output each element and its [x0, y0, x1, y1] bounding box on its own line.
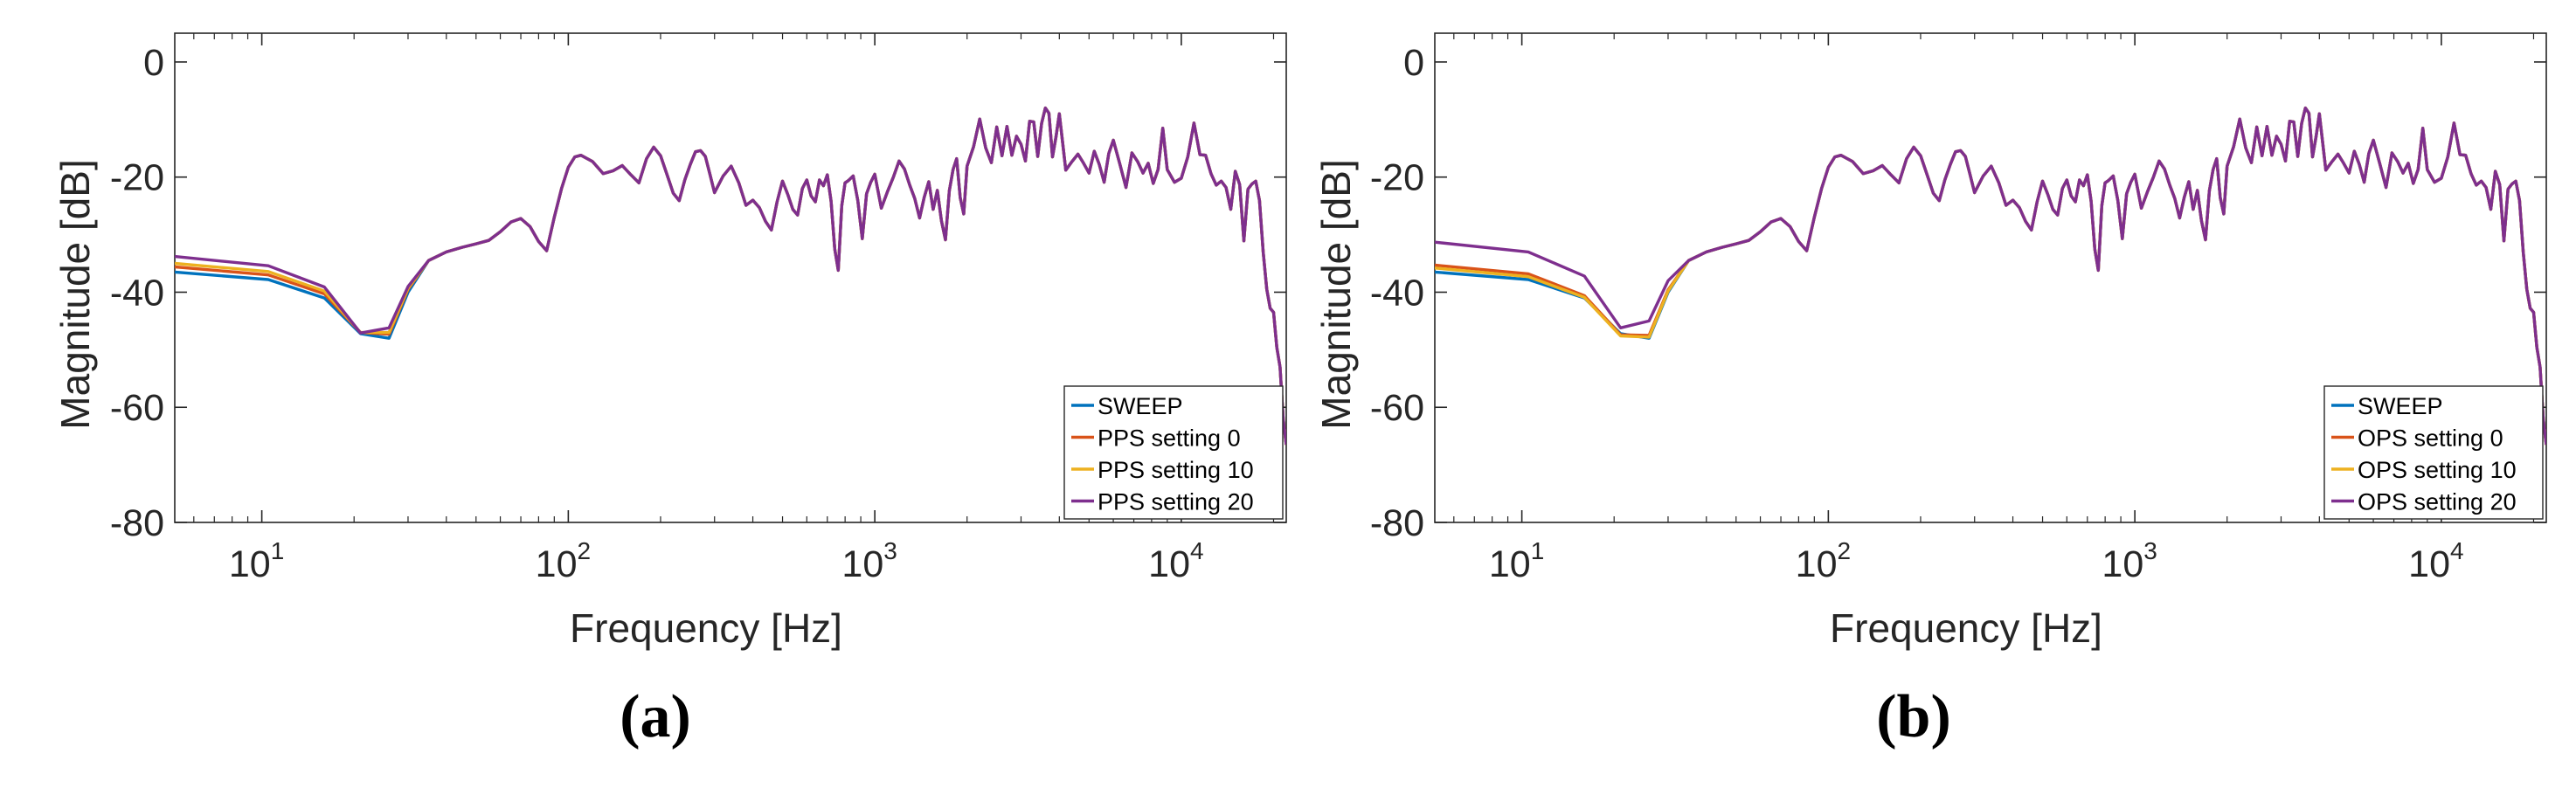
legend-entry: OPS setting 0 [2358, 425, 2503, 452]
legend-box [2323, 385, 2544, 520]
y-ticks-a: 0 -20 -40 -60 -80 [110, 42, 1286, 544]
x-tick-label: 101 [1489, 537, 1544, 585]
caption-b: (b) [1876, 683, 1951, 750]
legend-entry: OPS setting 20 [2358, 489, 2517, 515]
legend-entry: PPS setting 10 [1098, 457, 1254, 483]
y-axis-label-b: Magnitude [dB] [1313, 159, 1359, 429]
axes-box-a [174, 32, 1287, 523]
x-axis-label-a: Frequency [Hz] [570, 605, 842, 651]
x-axis-label-b: Frequency [Hz] [1830, 605, 2102, 651]
y-tick-label: -40 [110, 272, 164, 314]
chart-b: 101 102 103 104 0 -20 -40 -60 -80 Frequency [Hz… [1313, 32, 2547, 750]
x-tick-label: 101 [229, 537, 284, 585]
y-ticks-b: 0 -20 -40 -60 -80 [1370, 42, 2546, 544]
x-tick-label: 104 [2408, 537, 2463, 585]
y-tick-label: -20 [110, 157, 164, 199]
y-tick-label: 0 [143, 42, 164, 84]
legend-box [1063, 385, 1284, 520]
y-tick-label: -20 [1370, 157, 1424, 199]
series-line-b-3 [1435, 106, 2546, 446]
y-tick-label: -40 [1370, 272, 1424, 314]
legend-b: SWEEP OPS setting 0 OPS setting 10 OPS sett… [2323, 385, 2544, 520]
y-tick-label: -60 [1370, 387, 1424, 429]
plot-area-b [1434, 32, 2547, 523]
plot-area-a [174, 32, 1287, 523]
x-tick-label: 102 [536, 537, 591, 585]
y-tick-label: -80 [1370, 502, 1424, 544]
x-tick-label: 102 [1796, 537, 1851, 585]
y-axis-label-a: Magnitude [dB] [52, 159, 98, 429]
x-tick-label: 103 [841, 537, 897, 585]
x-tick-label: 104 [1148, 537, 1203, 585]
series-line-a-3 [175, 106, 1286, 446]
legend-entry: PPS setting 20 [1098, 489, 1254, 515]
x-ticks-b: 101 102 103 104 [1453, 33, 2535, 585]
legend-a: SWEEP PPS setting 0 PPS setting 10 PPS sett… [1063, 385, 1284, 520]
legend-entry: SWEEP [2358, 393, 2443, 419]
y-tick-label: -60 [110, 387, 164, 429]
x-tick-label: 103 [2102, 537, 2157, 585]
chart-a: 101 102 103 104 0 -20 -40 -60 -80 Frequency [Hz… [52, 32, 1287, 750]
x-ticks-a: 101 102 103 104 [193, 33, 1275, 585]
legend-entry: SWEEP [1098, 393, 1183, 419]
axes-box-b [1434, 32, 2547, 523]
legend-entry: PPS setting 0 [1098, 425, 1241, 452]
legend-entry: OPS setting 10 [2358, 457, 2517, 483]
y-tick-label: 0 [1403, 42, 1424, 84]
y-tick-label: -80 [110, 502, 164, 544]
caption-a: (a) [620, 683, 691, 750]
